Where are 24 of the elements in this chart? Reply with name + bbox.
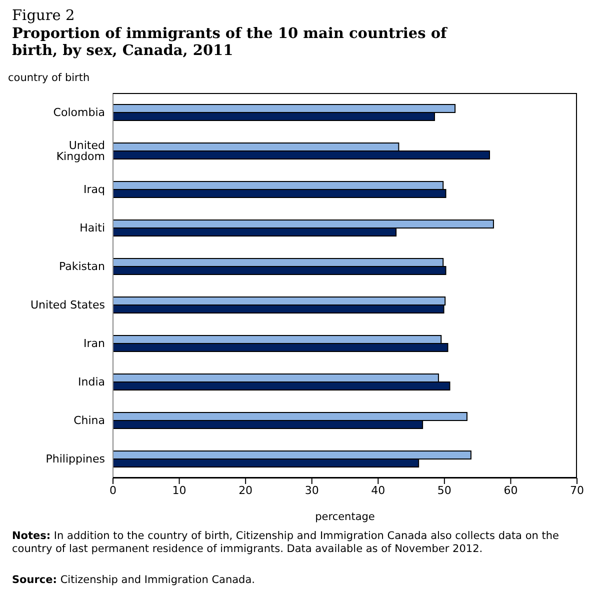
text: Notes: In addition to the country of birth, Citizenship and Immigration Canada also collects data on the country of last permanent residence of immigrants. Data available as of November 2012. (12, 530, 560, 556)
source-note: Source: Citizenship and Immigration Canada. (12, 574, 256, 587)
y-tick-label: India (78, 376, 105, 389)
x-axis-title: percentage (314, 511, 376, 523)
x-tick-label: 60 (504, 484, 518, 497)
x-tick-label: 70 (570, 484, 584, 497)
chart-subtitle: Proportion of immigrants of the 10 main countries of birth, by sex, Canada, 2011 (12, 25, 448, 59)
y-tick-label: Haiti (80, 222, 105, 235)
x-tick-label: 10 (172, 484, 186, 497)
x-tick-label: 0 (110, 484, 116, 497)
x-tick-label: 30 (304, 484, 319, 497)
y-tick-label: China (74, 414, 105, 428)
y-tick-label: Iran (84, 337, 106, 350)
x-tick-label: 40 (371, 484, 386, 497)
x-tick-label: 20 (238, 484, 253, 497)
x-tick-label: 50 (437, 484, 452, 497)
y-tick-label: Iraq (84, 183, 105, 196)
y-tick-label: Pakistan (58, 260, 106, 274)
y-tick-label: Colombia (53, 106, 105, 120)
y-tick-label: Philippines (46, 452, 106, 466)
y-tick-label: United Kingdom (56, 139, 105, 164)
y-tick-label: United States (30, 298, 106, 312)
y-axis-title: country of birth (8, 72, 90, 84)
chart-title: Figure 2 (12, 8, 76, 25)
